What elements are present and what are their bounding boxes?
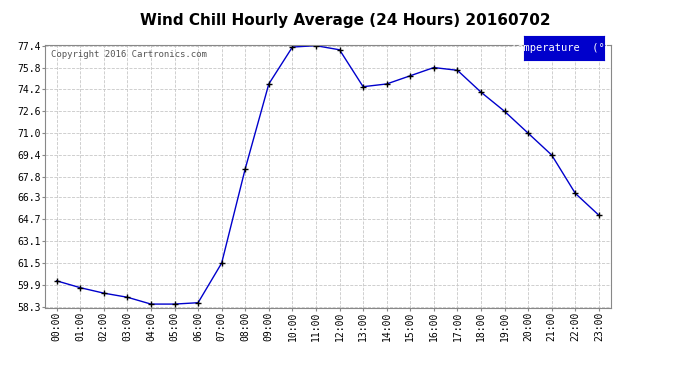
Text: Copyright 2016 Cartronics.com: Copyright 2016 Cartronics.com <box>50 50 206 59</box>
Text: Wind Chill Hourly Average (24 Hours) 20160702: Wind Chill Hourly Average (24 Hours) 201… <box>139 13 551 28</box>
Text: Temperature  (°F): Temperature (°F) <box>511 43 617 53</box>
